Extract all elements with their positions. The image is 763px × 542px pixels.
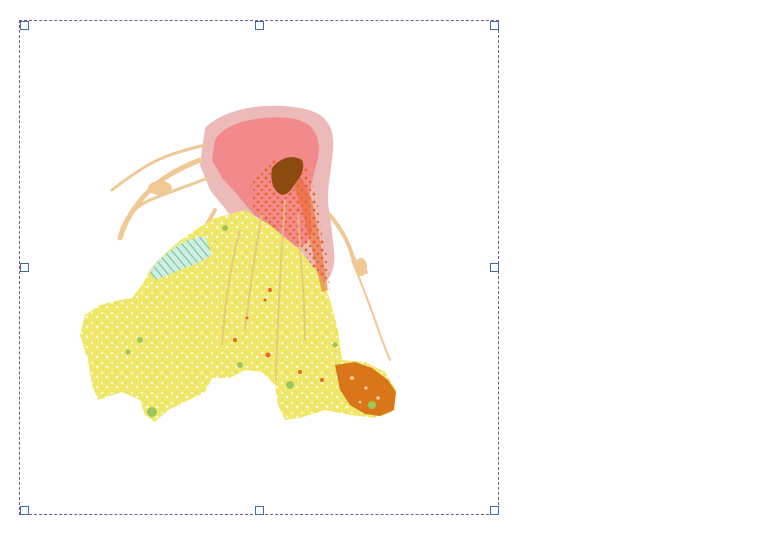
resize-handle-top-center[interactable] xyxy=(255,21,264,30)
summit-core-layer xyxy=(271,157,304,195)
orange-flows-layer xyxy=(250,155,330,290)
resize-handle-top-left[interactable] xyxy=(20,21,29,30)
resize-handle-middle-right[interactable] xyxy=(490,263,499,272)
tan-blob-east xyxy=(355,258,367,276)
orange-marks xyxy=(233,288,324,382)
resize-handle-bottom-center[interactable] xyxy=(255,506,264,515)
resize-handle-top-right[interactable] xyxy=(490,21,499,30)
brown-orange-speckle xyxy=(350,376,380,404)
resize-handle-bottom-left[interactable] xyxy=(20,506,29,515)
orange-flow-streak-1 xyxy=(294,175,328,292)
hatched-area-layer xyxy=(150,236,212,280)
green-patches-layer xyxy=(125,225,376,417)
tan-blob-west xyxy=(148,181,172,195)
resize-handle-middle-left[interactable] xyxy=(20,263,29,272)
resize-handle-bottom-right[interactable] xyxy=(490,506,499,515)
